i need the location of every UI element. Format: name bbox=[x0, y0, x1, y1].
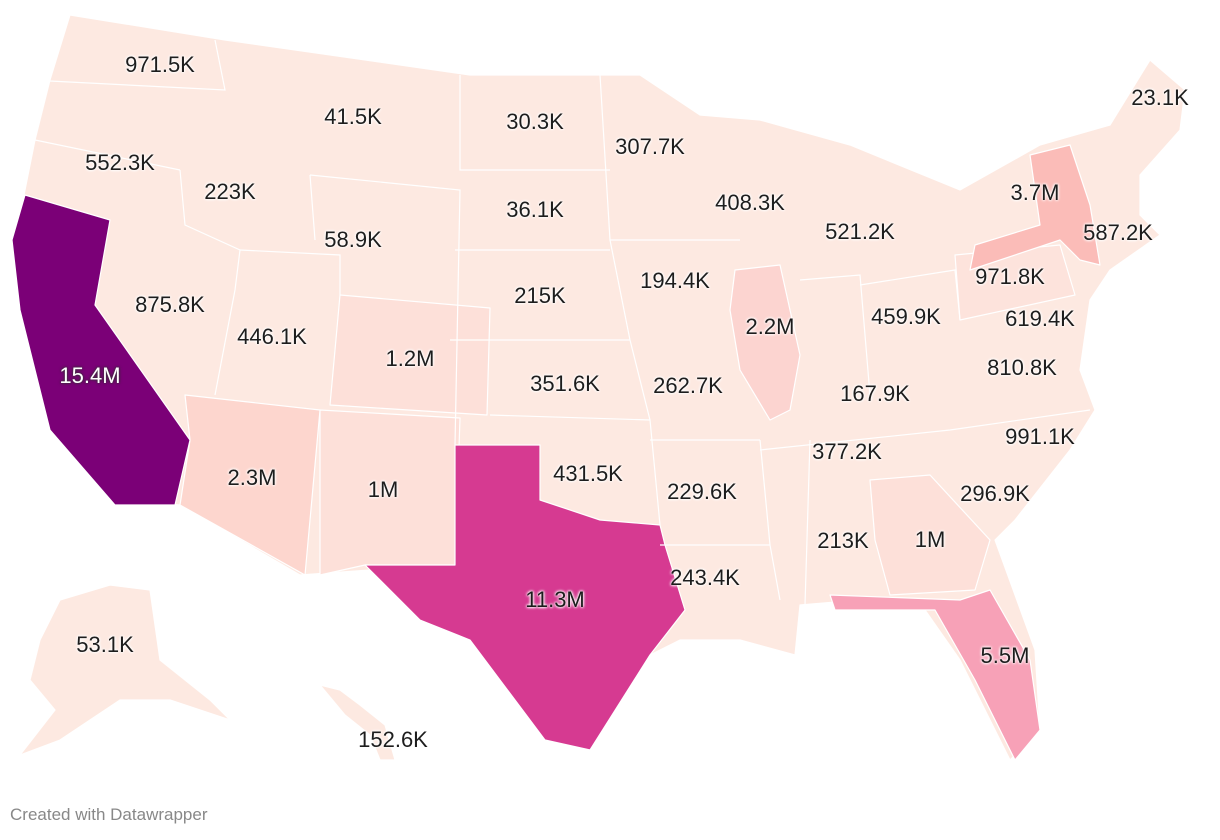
state-alaska[interactable] bbox=[19, 584, 231, 756]
value-label-sd: 36.1K bbox=[506, 197, 564, 222]
value-label-ma: 587.2K bbox=[1083, 220, 1153, 245]
value-label-ut: 446.1K bbox=[237, 324, 307, 349]
value-label-pa: 971.8K bbox=[975, 264, 1045, 289]
value-label-ne: 215K bbox=[514, 283, 566, 308]
value-label-hi: 152.6K bbox=[358, 727, 428, 752]
value-label-nc: 991.1K bbox=[1005, 424, 1075, 449]
state-illinois[interactable] bbox=[729, 264, 801, 421]
value-label-mi: 521.2K bbox=[825, 219, 895, 244]
value-label-nd: 30.3K bbox=[506, 109, 564, 134]
value-label-az: 2.3M bbox=[227, 465, 277, 490]
value-label-ar: 229.6K bbox=[667, 479, 737, 504]
value-label-mn: 307.7K bbox=[615, 134, 685, 159]
value-label-oh: 459.9K bbox=[871, 304, 941, 329]
value-label-il: 2.2M bbox=[745, 314, 795, 339]
value-label-id: 223K bbox=[204, 179, 256, 204]
value-label-ca: 15.4M bbox=[59, 363, 121, 388]
value-label-mo: 262.7K bbox=[653, 373, 723, 398]
value-label-ks: 351.6K bbox=[530, 371, 600, 396]
us-choropleth-map bbox=[11, 14, 1186, 761]
value-label-ok: 431.5K bbox=[553, 461, 623, 486]
value-label-tx: 11.3M bbox=[525, 587, 585, 612]
state-georgia[interactable] bbox=[869, 474, 991, 596]
value-label-ga: 1M bbox=[914, 527, 946, 552]
value-label-nv: 875.8K bbox=[135, 292, 205, 317]
value-label-me: 23.1K bbox=[1131, 85, 1189, 110]
value-label-mt: 41.5K bbox=[324, 104, 382, 129]
value-label-fl: 5.5M bbox=[980, 643, 1030, 668]
state-new-york[interactable] bbox=[969, 144, 1101, 271]
value-label-al: 213K bbox=[817, 528, 869, 553]
state-borders bbox=[29, 39, 1091, 606]
value-label-wi: 408.3K bbox=[715, 190, 785, 215]
value-label-md: 619.4K bbox=[1005, 306, 1075, 331]
value-label-ky: 167.9K bbox=[840, 381, 910, 406]
value-label-sc: 296.9K bbox=[960, 481, 1030, 506]
state-hawaii[interactable] bbox=[319, 684, 396, 761]
credit-text: Created with Datawrapper bbox=[10, 805, 208, 824]
value-label-tn: 377.2K bbox=[812, 439, 882, 464]
value-label-or: 552.3K bbox=[85, 150, 155, 175]
value-label-ia: 194.4K bbox=[640, 268, 710, 293]
value-label-la: 243.4K bbox=[670, 565, 740, 590]
value-label-wy: 58.9K bbox=[324, 227, 382, 252]
state-california[interactable] bbox=[11, 194, 191, 506]
value-label-co: 1.2M bbox=[385, 346, 435, 371]
value-label-nm: 1M bbox=[367, 477, 399, 502]
value-label-wa: 971.5K bbox=[125, 52, 195, 77]
value-label-ny: 3.7M bbox=[1010, 180, 1060, 205]
state-texas[interactable] bbox=[364, 444, 686, 751]
state-florida[interactable] bbox=[829, 589, 1041, 761]
state-arizona[interactable] bbox=[179, 394, 321, 576]
value-label-ak: 53.1K bbox=[76, 632, 134, 657]
state-colorado[interactable] bbox=[329, 294, 491, 416]
value-label-va: 810.8K bbox=[987, 355, 1057, 380]
